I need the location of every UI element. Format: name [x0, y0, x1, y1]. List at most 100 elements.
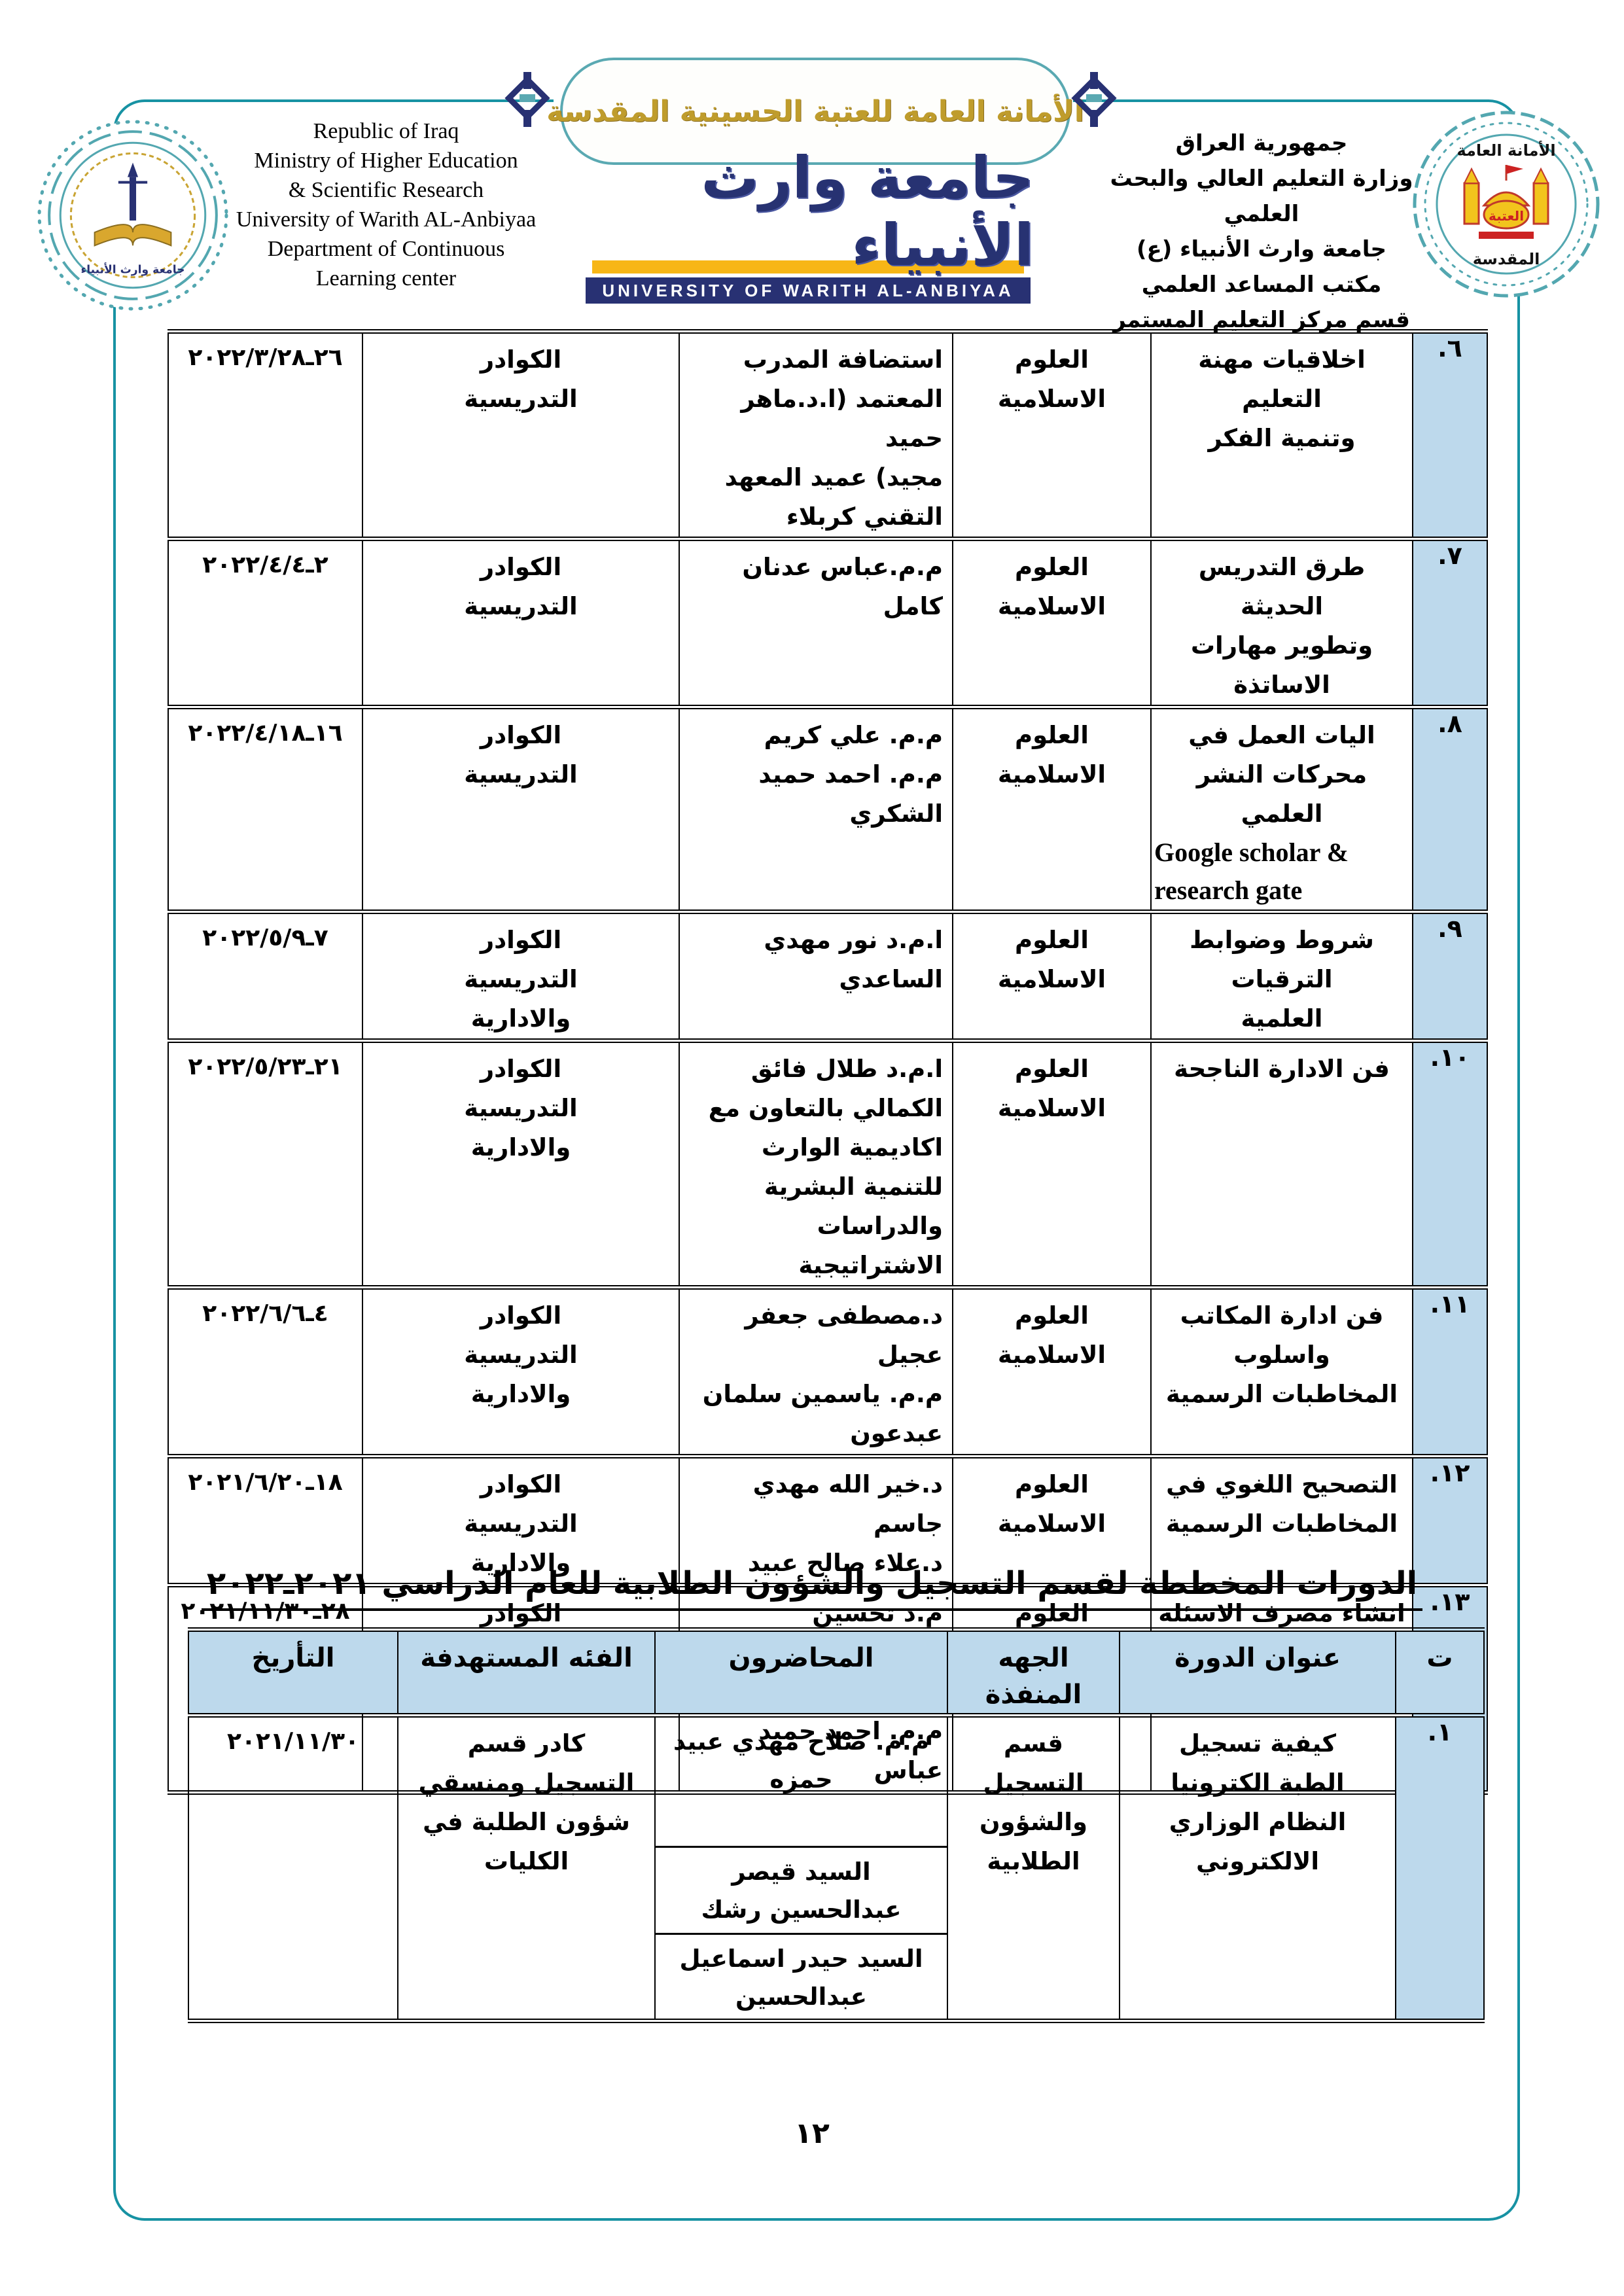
row-number: ١١.: [1412, 1285, 1488, 1458]
course-title: طرق التدريس الحديثة وتطوير مهارات الاسات…: [1190, 553, 1373, 699]
lecturer-item: السيد حيدر اسماعيل عبدالحسين: [679, 1945, 923, 2011]
header-ar-line3: جامعة وارث الأنبياء (ع): [1136, 236, 1387, 262]
column-header-lecturers: المحاضرون: [654, 1627, 948, 1718]
target-audience: الكوادر التدريسية: [464, 553, 578, 620]
header-en-line5: Department of Continuous: [267, 237, 505, 261]
course-date: ٢٠٢١/١١/٣٠: [226, 1728, 360, 1755]
course-title: اخلاقيات مهنة التعليم وتنمية الفكر: [1198, 345, 1366, 452]
university-seal-icon: جامعة وارث الأنبياء: [37, 120, 228, 311]
column-header-num: ت: [1395, 1627, 1485, 1718]
row-number: ١.: [1395, 1713, 1485, 2023]
lecturers: م.م.عباس عدنان كامل: [742, 553, 943, 620]
planned-courses-table: ٦. اخلاقيات مهنة التعليم وتنمية الفكر ال…: [168, 329, 1488, 1795]
column-header-date: التأريخ: [188, 1627, 398, 1718]
course-date: ٢٠٢٢/٤/١٨ـ١٦: [188, 720, 343, 747]
lecturers: د.مصطفى جعفر عجيل م.م. ياسمين سلمان عبدع…: [702, 1301, 943, 1447]
calligraphy-cartouche: الأمانة العامة للعتبة الحسينية المقدسة: [546, 58, 1084, 165]
column-header-title: عنوان الدورة: [1119, 1627, 1396, 1718]
header-ar-line1: جمهورية العراق: [1175, 130, 1348, 156]
target-audience: الكوادر التدريسية: [464, 345, 578, 413]
right-seal-top-text: الأمانة العامة: [1456, 141, 1555, 160]
lecturer-item: السيد قيصر عبدالحسين رشك: [656, 1848, 946, 1935]
row-number: ٦.: [1412, 329, 1488, 541]
table-row: ٨. اليات العمل في محركات النشر العلمي Go…: [168, 705, 1488, 914]
courses-table-continued: ٦. اخلاقيات مهنة التعليم وتنمية الفكر ال…: [168, 329, 1488, 1795]
course-title: فن الادارة الناجحة: [1174, 1055, 1390, 1083]
university-calligraphy: جامعة وارث الأنبياء: [701, 144, 1034, 279]
row-number: ١٠.: [1412, 1038, 1488, 1290]
executing-body: العلوم الاسلامية: [997, 926, 1106, 993]
row-number: ١٢.: [1412, 1454, 1488, 1587]
page-number: ١٢: [794, 2117, 830, 2150]
executing-body: قسم التسجيل والشؤون الطلابية: [979, 1729, 1087, 1875]
logo-yellow-bar: [592, 260, 1024, 274]
header-ar-line2: وزارة التعليم العالي والبحث العلمي: [1110, 166, 1413, 227]
header-en-line4: University of Warith AL-Anbiyaa: [236, 207, 537, 232]
course-date: ٢٠٢٢/٥/٢٣ـ٢١: [188, 1053, 343, 1080]
lecturers: استضافة المدرب المعتمد (ا.د.ماهر حميد مج…: [724, 345, 943, 531]
target-audience: الكوادر التدريسية والادارية: [464, 1301, 578, 1408]
lecturer-item: م.م. صلاح مهدي عبيد حمزه: [656, 1720, 946, 1848]
executing-body: العلوم الاسلامية: [997, 1301, 1106, 1369]
left-seal-text: جامعة وارث الأنبياء: [80, 263, 185, 277]
target-audience: الكوادر التدريسية والادارية: [464, 926, 578, 1033]
course-date: ٢٠٢١/١١/٣٠ـ٢٨: [181, 1598, 350, 1625]
column-header-audience: الفئه المستهدفة: [397, 1627, 656, 1718]
table2-title: الدورات المخططة لقسم التسجيل والشؤون الط…: [0, 1565, 1624, 1611]
course-title: شروط وضوابط الترقيات العلمية: [1190, 926, 1374, 1033]
lecturers: د.خير الله مهدي جاسم د.علاء صالح عبيد: [747, 1470, 943, 1577]
right-seal-center-text: العتبة: [1489, 208, 1524, 224]
table-header-row: ت عنوان الدورة الجهه المنفذة المحاضرون ا…: [188, 1627, 1485, 1718]
target-audience: الكوادر التدريسية: [464, 721, 578, 788]
right-seal-bottom-text: المقدسة: [1473, 250, 1540, 268]
course-date: ٢٠٢١/٦/٢٠ـ١٨: [188, 1469, 343, 1496]
header-en-line6: Learning center: [315, 266, 457, 291]
header-en-line1: Republic of Iraq: [313, 119, 459, 143]
target-audience: الكوادر التدريسية والادارية: [464, 1470, 578, 1577]
course-date: ٢٠٢٢/٦/٦ـ٤: [202, 1300, 328, 1327]
knot-ornament-left-icon: [504, 72, 550, 127]
executing-body: العلوم الاسلامية: [997, 345, 1106, 413]
registration-courses-table-wrap: ت عنوان الدورة الجهه المنفذة المحاضرون ا…: [188, 1627, 1485, 2023]
table-row: ١٠. فن الادارة الناجحة العلوم الاسلامية …: [168, 1038, 1488, 1290]
course-title: فن ادارة المكاتب واسلوب المخاطبات الرسمي…: [1165, 1301, 1398, 1408]
row-number: ٨.: [1412, 705, 1488, 914]
header-ar-line5: قسم مركز التعليم المستمر: [1113, 307, 1410, 333]
table2-title-text: الدورات المخططة لقسم التسجيل والشؤون الط…: [201, 1565, 1423, 1611]
cartouche-calligraphy-text: الأمانة العامة للعتبة الحسينية المقدسة: [546, 94, 1084, 128]
table-row: ١. كيفية تسجيل الطبة الكترونيا النظام ال…: [188, 1713, 1485, 2023]
row-number: ٩.: [1412, 910, 1488, 1043]
course-title-english: Google scholar & research gate: [1154, 838, 1349, 905]
column-header-executing: الجهه المنفذة: [947, 1627, 1120, 1718]
knot-ornament-right-icon: [1071, 72, 1117, 127]
executing-body: العلوم الاسلامية: [997, 1470, 1106, 1538]
university-banner: UNIVERSITY OF WARITH AL-ANBIYAA: [586, 277, 1031, 304]
course-title: كيفية تسجيل الطبة الكترونيا النظام الوزا…: [1169, 1729, 1347, 1875]
table-row: ٩. شروط وضوابط الترقيات العلمية العلوم ا…: [168, 910, 1488, 1043]
table-row: ٧. طرق التدريس الحديثة وتطوير مهارات الا…: [168, 537, 1488, 709]
course-title: التصحيح اللغوي في المخاطبات الرسمية: [1165, 1470, 1398, 1538]
header-en-line3: & Scientific Research: [288, 178, 484, 202]
registration-courses-table: ت عنوان الدورة الجهه المنفذة المحاضرون ا…: [188, 1627, 1485, 2023]
shrine-seal-icon: الأمانة العامة العتبة المقدسة: [1413, 111, 1600, 298]
target-audience: الكوادر التدريسية والادارية: [464, 1055, 578, 1161]
row-number: ٧.: [1412, 537, 1488, 709]
executing-body: العلوم الاسلامية: [997, 553, 1106, 620]
course-date: ٢٠٢٢/٤/٤ـ٢: [202, 552, 328, 578]
target-audience: كادر قسم التسجيل ومنسقي شؤون الطلبة في ا…: [418, 1729, 635, 1875]
table-row: ١٢. التصحيح اللغوي في المخاطبات الرسمية …: [168, 1454, 1488, 1587]
course-date: ٢٠٢٢/٣/٢٨ـ٢٦: [188, 344, 343, 371]
university-banner-text: UNIVERSITY OF WARITH AL-ANBIYAA: [602, 280, 1014, 300]
table-row: ١١. فن ادارة المكاتب واسلوب المخاطبات ال…: [168, 1285, 1488, 1458]
executing-body: العلوم الاسلامية: [997, 1055, 1106, 1122]
header-en-line2: Ministry of Higher Education: [254, 149, 518, 173]
lecturers: ا.م.د نور مهدي الساعدي: [764, 926, 943, 993]
header-arabic-block: جمهورية العراق وزارة التعليم العالي والب…: [1078, 126, 1445, 338]
executing-body: العلوم الاسلامية: [997, 721, 1106, 788]
header-ar-line4: مكتب المساعد العلمي: [1141, 272, 1382, 298]
course-title: اليات العمل في محركات النشر العلمي: [1188, 721, 1375, 828]
table-row: ٦. اخلاقيات مهنة التعليم وتنمية الفكر ال…: [168, 329, 1488, 541]
header-english-block: Republic of Iraq Ministry of Higher Educ…: [219, 116, 553, 293]
lecturers: ا.م.د طلال فائق الكمالي بالتعاون مع اكاد…: [708, 1055, 943, 1279]
